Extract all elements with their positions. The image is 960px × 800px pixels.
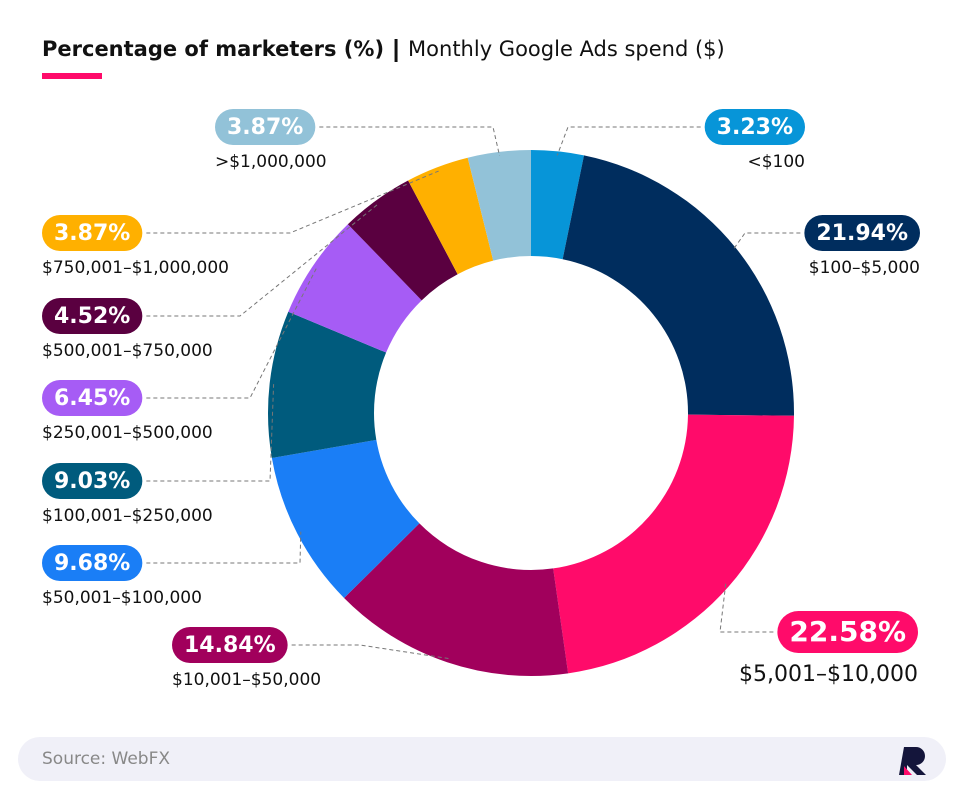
- category-label: $100,001–$250,000: [42, 506, 213, 526]
- category-label: $10,001–$50,000: [172, 670, 321, 690]
- data-label: 9.03% $100,001–$250,000: [42, 463, 213, 526]
- logo: [899, 747, 926, 775]
- value-pill: [215, 109, 316, 145]
- category-label: >$1,000,000: [215, 152, 327, 172]
- value-label: 9.03%: [54, 469, 130, 494]
- leader-line: [719, 583, 774, 633]
- source: Source: WebFX: [42, 749, 170, 769]
- value-label: 6.45%: [54, 386, 130, 411]
- leader-line: [146, 531, 302, 564]
- category-label: $50,001–$100,000: [42, 588, 202, 608]
- value-pill: [42, 463, 143, 499]
- chart-title: Percentage of marketers (%): [42, 37, 384, 61]
- value-label: 4.52%: [54, 304, 130, 329]
- value-pill: [777, 611, 918, 653]
- footer: [18, 737, 946, 781]
- value-label: 22.58%: [789, 615, 906, 648]
- donut-slice: [408, 157, 494, 275]
- data-label: 21.94% $100–$5,000: [804, 215, 920, 278]
- value-label: 3.87%: [54, 221, 130, 246]
- title-underline: [42, 73, 102, 79]
- category-label: $250,001–$500,000: [42, 423, 213, 443]
- value-pill: [172, 627, 288, 663]
- data-label: 4.52% $500,001–$750,000: [42, 298, 213, 361]
- data-label: 9.68% $50,001–$100,000: [42, 545, 202, 608]
- value-label: 3.23%: [717, 115, 793, 140]
- category-label: $5,001–$10,000: [739, 662, 918, 687]
- value-pill: [42, 545, 143, 581]
- category-label: $500,001–$750,000: [42, 341, 213, 361]
- data-label: 3.87% >$1,000,000: [215, 109, 327, 172]
- plot: 3.23% <$100 21.94% $100–$5,000 22.58% $5,001–…: [42, 109, 920, 690]
- value-pill: [42, 298, 143, 334]
- donut-slice: [271, 439, 420, 598]
- data-label: 22.58% $5,001–$10,000: [739, 611, 918, 687]
- leader-line: [732, 232, 801, 251]
- data-label: 3.87% $750,001–$1,000,000: [42, 215, 229, 278]
- data-label: 14.84% $10,001–$50,000: [172, 627, 321, 690]
- leader-line: [319, 126, 501, 157]
- value-label: 3.87%: [227, 115, 303, 140]
- leader-line: [291, 644, 449, 659]
- value-label: 21.94%: [816, 221, 908, 246]
- data-label: 3.23% <$100: [704, 109, 805, 172]
- donut-slice: [268, 311, 387, 459]
- leader-line: [146, 170, 439, 234]
- donut-slice: [288, 224, 422, 353]
- value-pill: [42, 380, 143, 416]
- category-label: $100–$5,000: [809, 258, 920, 278]
- donut-slice: [467, 150, 531, 261]
- donut-slice: [344, 523, 569, 676]
- donut-slice: [531, 150, 585, 260]
- leader-line: [146, 203, 380, 317]
- value-label: 9.68%: [54, 551, 130, 576]
- donut-slice: [347, 180, 458, 301]
- logo-accent: [904, 766, 912, 775]
- data-label: 6.45% $250,001–$500,000: [42, 380, 213, 443]
- category-label: <$100: [747, 152, 805, 172]
- value-pill: [704, 109, 805, 145]
- leader-line: [556, 126, 701, 156]
- value-label: 14.84%: [184, 633, 276, 658]
- value-pill: [804, 215, 920, 251]
- category-label: $750,001–$1,000,000: [42, 258, 229, 278]
- chart-subtitle: Monthly Google Ads spend ($): [408, 37, 725, 61]
- donut-slice: [553, 414, 794, 674]
- value-pill: [42, 215, 143, 251]
- donut-slice: [562, 155, 794, 416]
